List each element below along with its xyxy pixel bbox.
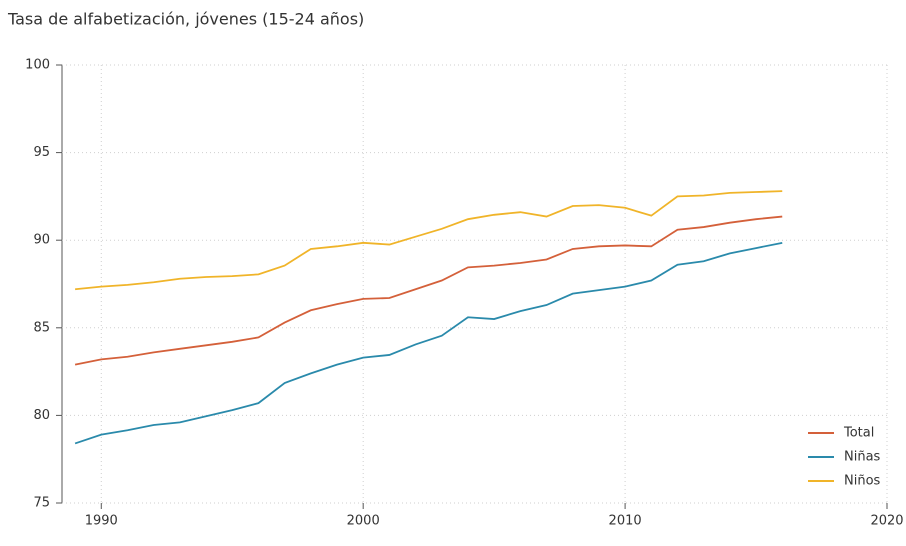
y-tick-label: 100	[25, 58, 50, 73]
x-tick-label: 2010	[609, 514, 642, 529]
y-tick-label: 90	[33, 233, 50, 248]
x-tick-label: 2020	[870, 514, 903, 529]
y-tick-label: 85	[33, 320, 50, 335]
y-tick-label: 95	[33, 145, 50, 160]
y-tick-label: 80	[33, 408, 50, 423]
legend-label: Niños	[844, 474, 881, 489]
x-tick-label: 1990	[85, 514, 118, 529]
chart-title: Tasa de alfabetización, jóvenes (15-24 a…	[7, 10, 364, 29]
legend-label: Niñas	[844, 450, 881, 465]
legend-label: Total	[843, 426, 874, 441]
series-line	[74, 215, 783, 366]
series-line	[75, 190, 783, 291]
x-tick-label: 2000	[347, 514, 380, 529]
y-tick-label: 75	[33, 496, 50, 511]
series-line	[74, 241, 783, 445]
